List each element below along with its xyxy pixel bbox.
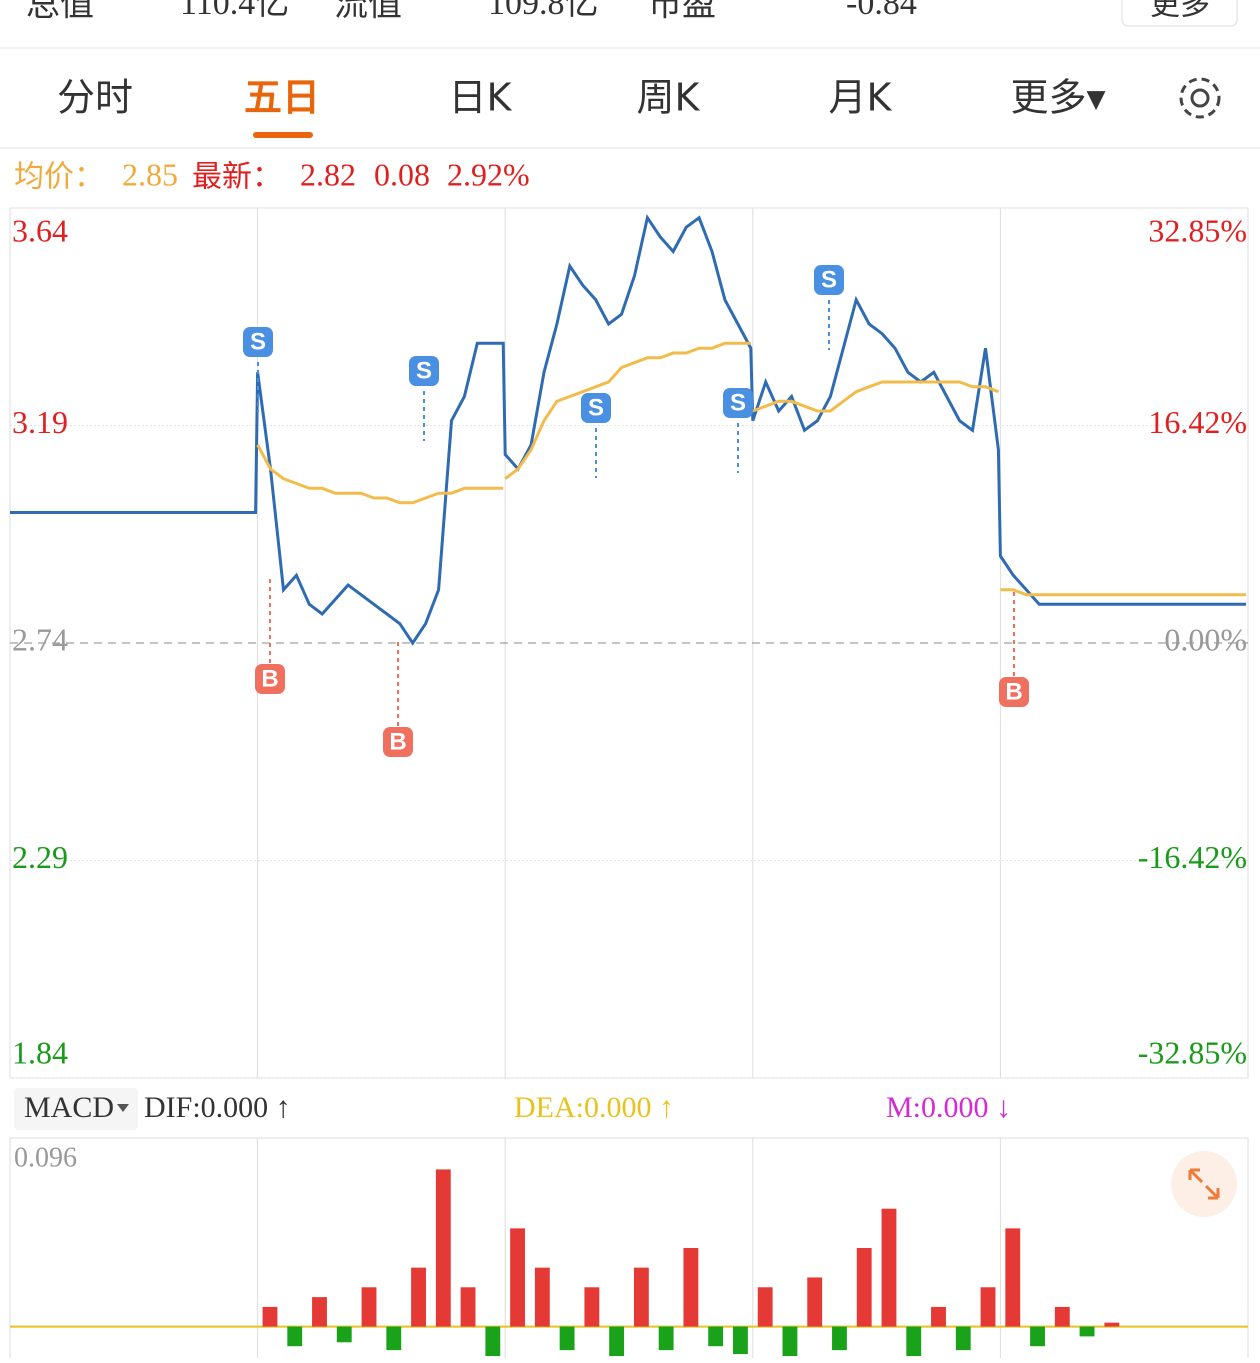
- signal-badge: [409, 356, 439, 386]
- change: 0.08: [374, 156, 430, 192]
- macd-bar: [708, 1326, 724, 1347]
- macd-frame: [9, 1137, 1249, 1363]
- macd-bar: [336, 1326, 352, 1343]
- signal-label: S: [588, 394, 604, 421]
- macd-bar: [658, 1326, 674, 1351]
- macd-bar: [906, 1326, 922, 1357]
- signal-label: B: [1005, 678, 1022, 705]
- macd-bar: [980, 1287, 996, 1327]
- tab[interactable]: 日K: [449, 76, 513, 120]
- header-item: 市盈: [648, 0, 716, 25]
- header-item: 109.8亿: [488, 0, 599, 22]
- macd-bar: [435, 1169, 451, 1327]
- y-tick-label: 1.84: [12, 1034, 68, 1070]
- last-value: 2.82: [300, 156, 356, 192]
- macd-bar: [683, 1248, 699, 1327]
- macd-bar: [1104, 1322, 1120, 1327]
- signal-label: S: [730, 389, 746, 416]
- signal-label: B: [389, 728, 406, 755]
- tab-underline: [253, 132, 313, 138]
- avg-value: 2.85: [122, 156, 178, 192]
- macd-bar: [584, 1287, 600, 1327]
- signal-label: S: [416, 357, 432, 384]
- tab[interactable]: 五日: [244, 76, 320, 120]
- signal-label: S: [821, 266, 837, 293]
- y-pct-label: 16.42%: [1148, 404, 1247, 440]
- macd-bar: [510, 1228, 526, 1327]
- signal-badge: [814, 265, 844, 295]
- y-tick-label: 2.74: [12, 621, 68, 657]
- macd-bar: [832, 1326, 847, 1351]
- header-item: 总值: [26, 0, 94, 25]
- macd-bar: [287, 1326, 303, 1347]
- macd-bar: [633, 1267, 649, 1327]
- signal-badge: [723, 388, 753, 418]
- y-tick-label: 3.19: [12, 404, 68, 440]
- signal-badge: [383, 727, 413, 757]
- header-item: 110.4亿: [180, 0, 289, 22]
- y-pct-label: -16.42%: [1138, 839, 1247, 875]
- y-tick-label: 3.64: [12, 212, 68, 248]
- signal-badge: [255, 664, 285, 694]
- macd-bar: [534, 1267, 550, 1327]
- expand-icon: [1188, 1168, 1220, 1200]
- macd-bar: [955, 1326, 971, 1351]
- tab[interactable]: 更多▾: [1010, 76, 1105, 120]
- macd-bar: [361, 1287, 377, 1327]
- dea: DEA:0.000 ↑: [514, 1091, 674, 1124]
- macd-bar: [411, 1267, 426, 1327]
- signal-badge: [581, 393, 611, 423]
- more-text[interactable]: 更多: [1150, 0, 1210, 23]
- tab[interactable]: 周K: [637, 76, 701, 120]
- macd-label[interactable]: MACD: [24, 1091, 114, 1124]
- more-button[interactable]: [1121, 0, 1238, 27]
- macd-bar: [312, 1297, 327, 1327]
- tab[interactable]: 分时: [57, 76, 133, 120]
- macd-bar: [609, 1326, 625, 1357]
- signal-badge: [999, 677, 1029, 707]
- m: M:0.000 ↓: [886, 1091, 1011, 1124]
- dif: DIF:0.000 ↑: [144, 1091, 291, 1124]
- macd-bar: [757, 1287, 773, 1327]
- signal-label: S: [250, 328, 266, 355]
- avg-label: 均价：: [14, 160, 104, 195]
- dropdown-arrow: [117, 1104, 129, 1112]
- macd-bar: [732, 1326, 748, 1355]
- last-label: 最新：: [192, 160, 282, 195]
- macd-bar: [559, 1326, 575, 1351]
- macd-bar: [1005, 1228, 1021, 1327]
- macd-bar: [807, 1277, 823, 1327]
- avg-line: [256, 341, 1246, 597]
- y-pct-label: -32.85%: [1138, 1034, 1247, 1070]
- expand-button[interactable]: [1171, 1151, 1237, 1217]
- y-tick-label: 2.29: [12, 839, 68, 875]
- header-item: -0.84: [846, 0, 917, 22]
- macd-bar: [1030, 1326, 1045, 1347]
- macd-select[interactable]: [14, 1088, 138, 1130]
- macd-bar: [782, 1326, 798, 1357]
- macd-bar: [1079, 1326, 1095, 1337]
- y-pct-label: 0.00%: [1164, 621, 1247, 657]
- macd-bar: [485, 1326, 501, 1357]
- macd-bar: [1054, 1306, 1070, 1327]
- signal-label: B: [261, 665, 278, 692]
- macd-bar: [460, 1287, 476, 1327]
- signal-badge: [243, 327, 273, 357]
- y-pct-label: 32.85%: [1148, 212, 1247, 248]
- macd-tick-label: 0.096: [14, 1142, 77, 1173]
- header-item: 流值: [334, 0, 402, 25]
- macd-bar: [881, 1208, 897, 1327]
- macd-bar: [386, 1326, 402, 1351]
- change-pct: 2.92%: [447, 156, 530, 192]
- settings-icon[interactable]: [1179, 77, 1221, 119]
- macd-bar: [856, 1248, 872, 1327]
- macd-bar: [262, 1306, 278, 1327]
- macd-bar: [931, 1306, 946, 1327]
- price-line: [10, 213, 1246, 646]
- tab[interactable]: 月K: [829, 76, 893, 120]
